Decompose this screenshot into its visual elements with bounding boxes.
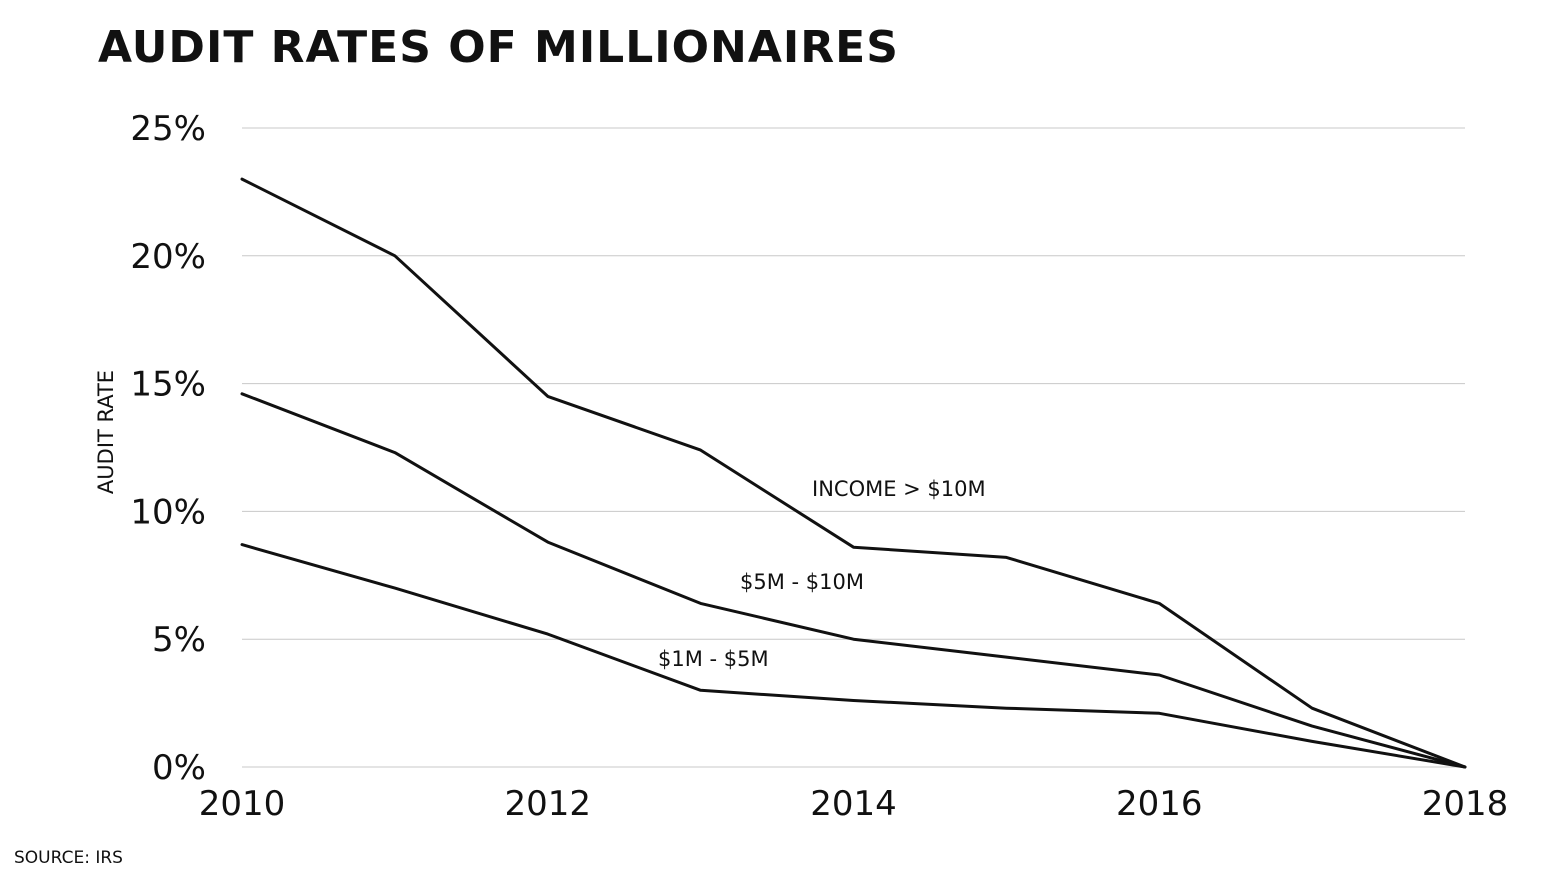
x-tick-label: 2010 xyxy=(199,784,286,824)
y-tick-label: 0% xyxy=(152,748,206,788)
gridlines xyxy=(242,127,1465,768)
series-label-5m-10m: $5M - $10M xyxy=(740,570,864,594)
x-tick-label: 2012 xyxy=(504,784,591,824)
series-line-1 xyxy=(240,392,1467,769)
series-lines xyxy=(240,177,1467,769)
series-label-over-10m: INCOME > $10M xyxy=(812,477,986,501)
x-tick-label: 2018 xyxy=(1422,784,1509,824)
y-tick-label: 20% xyxy=(130,237,206,277)
series-line-0 xyxy=(240,177,1467,769)
x-tick-label: 2016 xyxy=(1116,784,1203,824)
x-tick-labels: 2010 2012 2014 2016 2018 xyxy=(199,784,1509,824)
chart-title: AUDIT RATES OF MILLIONAIRES xyxy=(98,22,899,73)
y-tick-label: 5% xyxy=(152,620,206,660)
y-axis-label: AUDIT RATE xyxy=(94,370,118,494)
series-label-1m-5m: $1M - $5M xyxy=(658,647,769,671)
x-tick-label: 2014 xyxy=(810,784,897,824)
source-note: SOURCE: IRS xyxy=(14,848,123,868)
y-tick-label: 25% xyxy=(130,109,206,149)
y-tick-label: 10% xyxy=(130,492,206,532)
y-tick-labels: 0% 5% 10% 15% 20% 25% xyxy=(130,109,206,788)
series-line-2 xyxy=(240,543,1467,769)
y-tick-label: 15% xyxy=(130,365,206,405)
